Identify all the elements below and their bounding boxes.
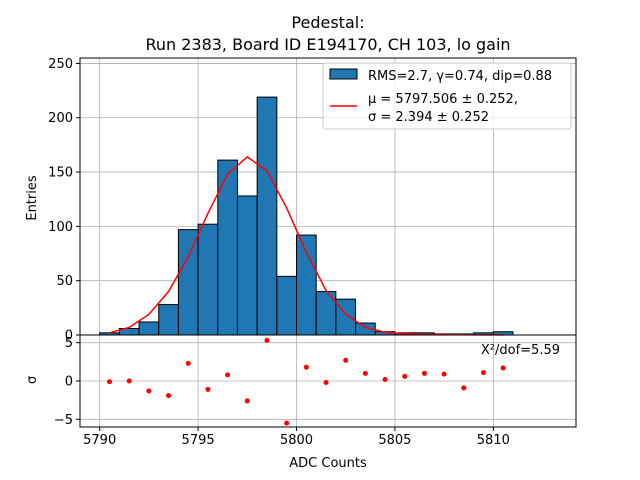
residual-point (461, 385, 467, 391)
histogram-bar (276, 275, 298, 336)
histogram-bar (236, 195, 258, 336)
residual-point (185, 360, 191, 366)
residual-point (225, 372, 231, 378)
legend: RMS=2.7, γ=0.74, dip=0.88 μ = 5797.506 ±… (322, 62, 572, 130)
residual-point (205, 386, 211, 392)
residual-point (421, 370, 427, 376)
residual-point (166, 393, 172, 399)
y-tick-label-top: 100 (48, 220, 73, 235)
histogram-bar (335, 298, 357, 336)
legend-box (322, 62, 572, 130)
residual-point (107, 379, 113, 385)
residual-point (323, 380, 329, 386)
x-axis-label: ADC Counts (289, 456, 367, 471)
histogram-bar (197, 223, 219, 336)
residual-point (303, 364, 309, 370)
x-tick-label: 5805 (378, 433, 411, 448)
residual-point (244, 398, 250, 404)
residual-point (126, 378, 132, 384)
histogram-bar (256, 96, 278, 336)
residual-points (107, 337, 506, 426)
histogram-bars (99, 96, 514, 336)
legend-fit-label-line1: μ = 5797.506 ± 0.252, (368, 92, 518, 107)
residual-point (284, 420, 290, 426)
x-tick-label: 5790 (83, 433, 116, 448)
chart-title-line2: Run 2383, Board ID E194170, CH 103, lo g… (145, 35, 510, 54)
chart-title-line1: Pedestal: (291, 13, 364, 32)
x-tick-label: 5800 (280, 433, 313, 448)
x-tick-label: 5795 (182, 433, 215, 448)
residual-point (264, 337, 270, 343)
residual-point (343, 357, 349, 363)
y-tick-label-top: 200 (48, 111, 73, 126)
residual-point (500, 365, 506, 371)
y-tick-label-bottom: 5 (65, 336, 73, 351)
residual-point (480, 370, 486, 376)
y-axis-label-top: Entries (25, 175, 40, 221)
y-tick-label-top: 0 (65, 329, 73, 344)
y-tick-label-bottom: −5 (54, 413, 73, 428)
residual-point (382, 376, 388, 382)
y-tick-label-top: 250 (48, 57, 73, 72)
y-tick-label-bottom: 0 (65, 375, 73, 390)
axis-ticks (76, 62, 494, 431)
chi2-annotation: X²/dof=5.59 (481, 343, 560, 358)
histogram-bar (296, 234, 317, 336)
residual-point (441, 371, 447, 377)
legend-fit-label-line2: σ = 2.394 ± 0.252 (368, 110, 489, 125)
y-tick-label-top: 50 (56, 274, 73, 289)
histogram-bar (138, 321, 160, 336)
legend-hist-label: RMS=2.7, γ=0.74, dip=0.88 (368, 69, 552, 84)
residual-point (362, 370, 368, 376)
residual-point (146, 388, 152, 394)
x-tick-label: 5810 (477, 433, 510, 448)
y-tick-label-top: 150 (48, 166, 73, 181)
y-axis-label-bottom: σ (25, 376, 40, 384)
histogram-bar (158, 304, 179, 336)
histogram-bar (177, 229, 199, 336)
legend-hist-swatch (329, 68, 358, 80)
residual-point (402, 373, 408, 379)
